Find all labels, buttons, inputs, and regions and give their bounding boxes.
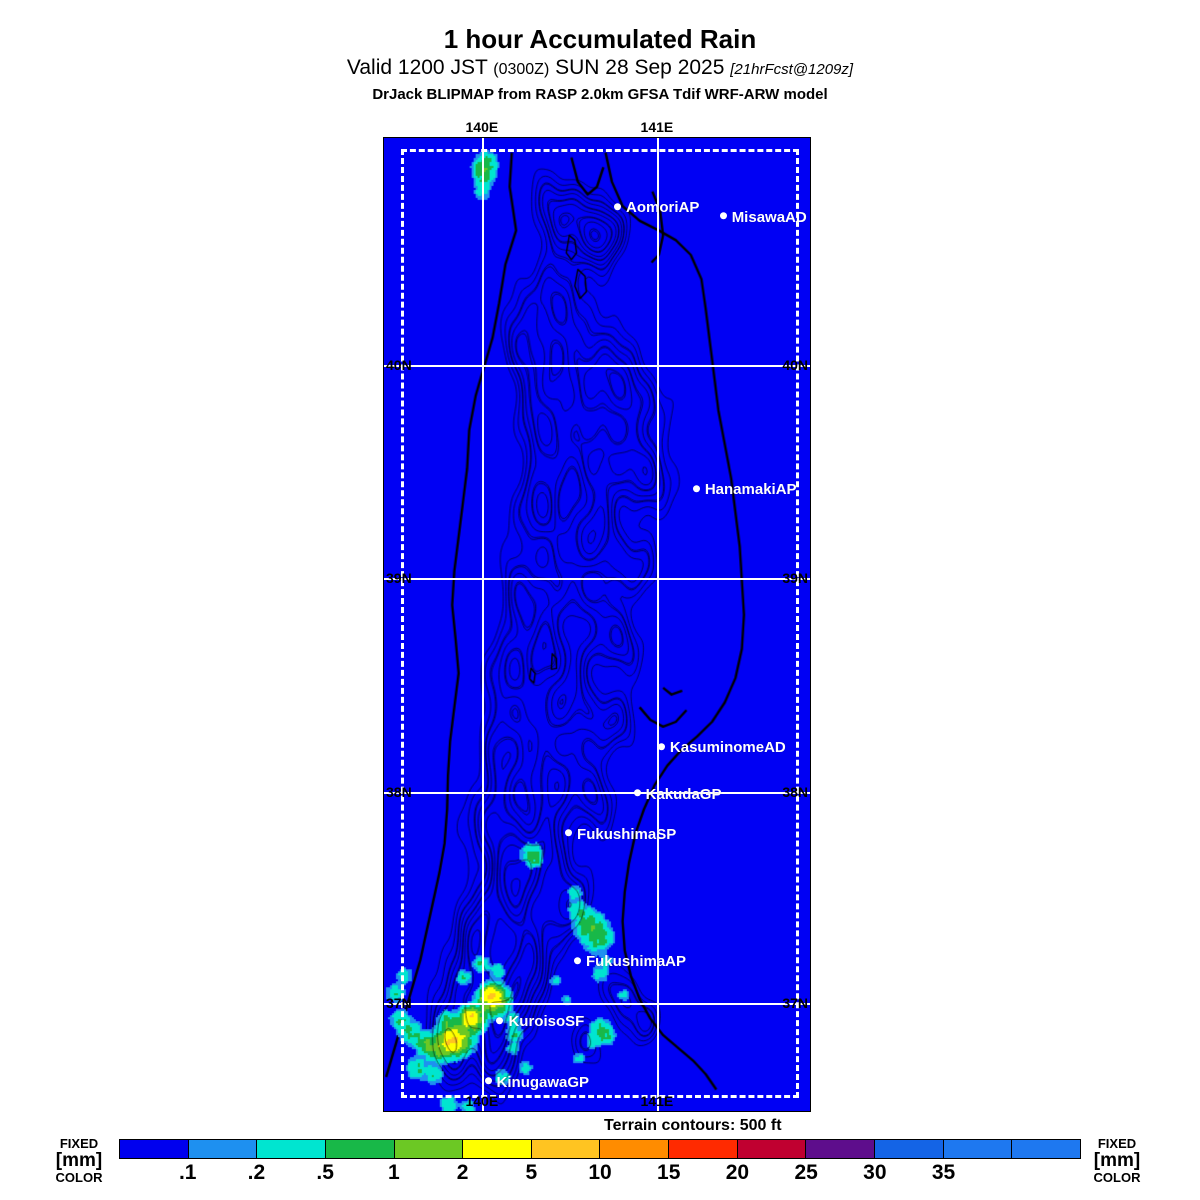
station-label: FukushimaAP: [585, 952, 687, 970]
station-marker-icon: [565, 829, 573, 837]
station-label: AomoriAP: [626, 198, 700, 216]
colorbar-segment-7: [600, 1140, 670, 1158]
station-marker-icon: [633, 789, 641, 797]
colorbar-tick-0: .1: [178, 1161, 197, 1184]
valid-time-utc: (0300Z): [493, 61, 550, 78]
gridline-lon-140e: [482, 138, 485, 1111]
gridline-lon-141e: [656, 138, 659, 1111]
valid-time-line: Valid 1200 JST (0300Z) SUN 28 Sep 2025 […: [0, 54, 1200, 84]
colorbar-tick-8: 20: [725, 1161, 750, 1184]
gridline-lat-40n: [384, 364, 810, 367]
colorbar-block: FIXED [mm] COLOR .1.2.5 1 2 5 10 15 20 25 30 35 F…: [0, 1133, 1200, 1193]
station-fukushimasp: FukushimaSP: [565, 825, 677, 843]
lon-label-140e-bottom: 140E: [465, 1093, 499, 1109]
colorbar-segment-10: [806, 1140, 876, 1158]
gridline-lat-37n: [384, 1002, 810, 1005]
station-marker-icon: [484, 1077, 492, 1085]
rainfall-map[interactable]: AomoriAP MisawaAD HanamakiAP KasuminomeAD Ka…: [383, 137, 811, 1112]
lat-label-40n-right: 40N: [782, 356, 808, 373]
lon-label-141e-top: 141E: [640, 119, 674, 135]
colorbar-segment-9: [737, 1140, 807, 1158]
map-raster-layer: [384, 138, 810, 1111]
lat-label-40n-left: 40N: [386, 356, 412, 373]
lat-label-39n-left: 39N: [386, 569, 412, 586]
station-label: MisawaAD: [731, 208, 807, 226]
color-label-left: COLOR: [55, 1170, 103, 1185]
valid-time-prefix: Valid 1200 JST: [346, 56, 488, 79]
station-label: KuroisoSF: [508, 1013, 585, 1031]
lat-label-38n-left: 38N: [386, 783, 412, 800]
forecast-tag: [21hrFcst@1209z]: [730, 61, 854, 78]
colorbar-tick-labels: .1.2.5 1 2 5 10 15 20 25 30 35: [119, 1161, 1081, 1187]
station-label: HanamakiAP: [704, 481, 797, 499]
station-misawaad: MisawaAD: [719, 208, 807, 226]
station-kakudagp: KakudaGP: [633, 785, 722, 803]
station-kasuminomead: KasuminomeAD: [657, 738, 786, 756]
colorbar-units-right: FIXED [mm] COLOR: [1080, 1137, 1154, 1185]
valid-date: SUN 28 Sep 2025: [555, 56, 725, 79]
colorbar-tick-6: 10: [588, 1161, 612, 1184]
mm-label-left: [mm]: [55, 1150, 103, 1171]
colorbar-tick-9: 25: [794, 1161, 818, 1184]
page-title: 1 hour Accumulated Rain: [443, 24, 757, 54]
station-marker-icon: [657, 742, 665, 750]
colorbar-segment-5: [463, 1140, 532, 1158]
station-fukushimaap: FukushimaAP: [573, 952, 687, 970]
mm-label-right: [mm]: [1093, 1150, 1141, 1171]
colorbar-segment-6: [531, 1140, 601, 1158]
colorbar-segment-0: [120, 1140, 189, 1158]
station-marker-icon: [573, 956, 581, 964]
gridline-lat-39n: [384, 577, 810, 580]
station-label: KasuminomeAD: [669, 738, 786, 756]
colorbar-segment-8: [669, 1140, 738, 1158]
colorbar-segment-11: [875, 1140, 944, 1158]
fixed-label-right: FIXED: [1097, 1136, 1137, 1151]
station-hanamakiap: HanamakiAP: [692, 481, 797, 499]
fixed-label-left: FIXED: [59, 1136, 99, 1151]
station-marker-icon: [719, 212, 727, 220]
color-label-right: COLOR: [1093, 1170, 1141, 1185]
colorbar-units-left: FIXED [mm] COLOR: [42, 1137, 116, 1185]
colorbar-segment-1: [188, 1140, 258, 1158]
station-kinugawagp: KinugawaGP: [484, 1073, 590, 1091]
lat-label-37n-left: 37N: [386, 994, 412, 1011]
station-kuroisosf: KuroisoSF: [496, 1013, 585, 1031]
gridline-lat-38n: [384, 791, 810, 794]
station-label: KakudaGP: [645, 785, 722, 803]
colorbar-segment-13: [1012, 1140, 1080, 1158]
station-marker-icon: [496, 1017, 504, 1025]
colorbar-tick-7: 15: [657, 1161, 681, 1184]
station-label: FukushimaSP: [577, 825, 677, 843]
colorbar-segment-12: [943, 1140, 1013, 1158]
colorbar-tick-1: .2: [247, 1161, 266, 1184]
colorbar-tick-2: .5: [316, 1161, 334, 1184]
colorbar-segment-3: [325, 1140, 395, 1158]
station-marker-icon: [614, 202, 622, 210]
colorbar-tick-11: 35: [931, 1161, 956, 1184]
station-aomoriap: AomoriAP: [614, 199, 699, 215]
colorbar-tick-3: 1: [388, 1161, 400, 1184]
station-marker-icon: [692, 485, 700, 493]
header-block: 1 hour Accumulated Rain Valid 1200 JST (…: [0, 24, 1200, 106]
lon-label-140e-top: 140E: [465, 119, 499, 135]
model-source-line: DrJack BLIPMAP from RASP 2.0km GFSA Tdif…: [372, 86, 828, 103]
station-label: KinugawaGP: [496, 1073, 590, 1091]
lat-label-37n-right: 37N: [782, 994, 808, 1011]
colorbar-tick-5: 5: [525, 1161, 538, 1184]
colorbar-segment-2: [257, 1140, 326, 1158]
colorbar-segment-4: [394, 1140, 464, 1158]
colorbar-tick-10: 30: [863, 1161, 887, 1184]
colorbar-gradient[interactable]: [119, 1139, 1081, 1159]
colorbar-tick-4: 2: [456, 1161, 469, 1184]
lon-label-141e-bottom: 141E: [640, 1093, 674, 1109]
lat-label-38n-right: 38N: [782, 783, 808, 800]
lat-label-39n-right: 39N: [782, 569, 808, 586]
terrain-contour-note: Terrain contours: 500 ft: [604, 1117, 782, 1134]
